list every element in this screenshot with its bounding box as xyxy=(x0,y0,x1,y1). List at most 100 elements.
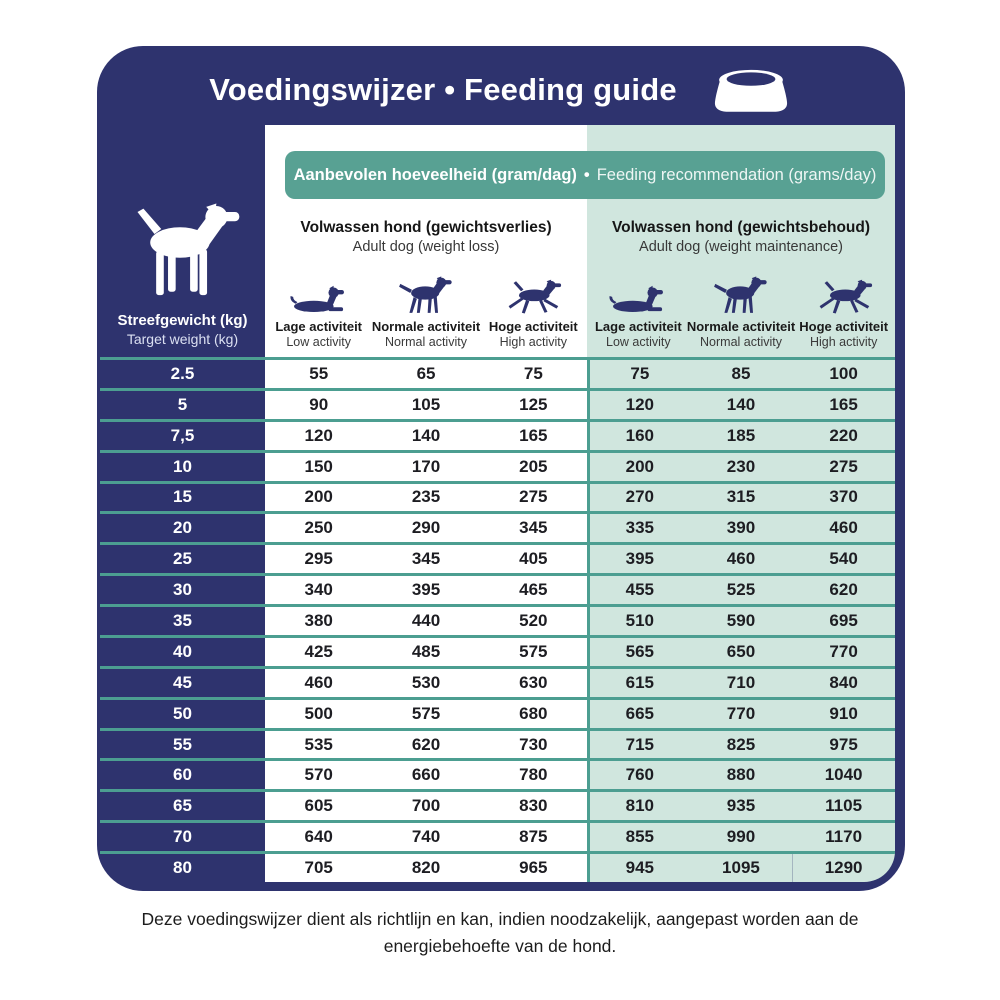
weight-cell: 40 xyxy=(100,634,265,666)
recommendation-banner: Aanbevolen hoeveelheid (gram/dag) • Feed… xyxy=(285,151,885,199)
value-cell-weight-maintenance: 945 xyxy=(586,851,690,882)
value-cell-weight-loss: 345 xyxy=(479,511,587,543)
weight-cell: 7,5 xyxy=(100,418,265,450)
value-cell-weight-maintenance: 510 xyxy=(586,604,690,635)
value-cell-weight-loss: 620 xyxy=(372,727,480,759)
value-cell-weight-loss: 575 xyxy=(372,696,480,728)
value-cell-weight-loss: 140 xyxy=(372,418,480,450)
column-label: Hoge activiteit xyxy=(799,319,889,335)
weight-cell: 80 xyxy=(100,851,265,882)
value-cell-weight-maintenance: 1105 xyxy=(792,789,895,821)
value-cell-weight-maintenance: 460 xyxy=(792,511,895,543)
value-cell-weight-maintenance: 275 xyxy=(792,449,895,481)
value-cell-weight-loss: 500 xyxy=(265,696,373,728)
value-cell-weight-maintenance: 810 xyxy=(586,789,690,821)
weight-header-sublabel: Target weight (kg) xyxy=(126,330,239,347)
value-cell-weight-maintenance: 770 xyxy=(689,696,793,728)
value-cell-weight-loss: 520 xyxy=(479,604,587,635)
value-cell-weight-maintenance: 315 xyxy=(689,480,793,512)
value-cell-weight-maintenance: 370 xyxy=(792,480,895,512)
value-cell-weight-maintenance: 825 xyxy=(689,727,793,759)
value-cell-weight-maintenance: 270 xyxy=(586,480,690,512)
value-cell-weight-loss: 295 xyxy=(265,542,373,574)
value-cell-weight-loss: 680 xyxy=(479,696,587,728)
value-cell-weight-maintenance: 455 xyxy=(586,573,690,605)
value-cell-weight-loss: 425 xyxy=(265,634,373,666)
value-cell-weight-loss: 125 xyxy=(479,387,587,419)
value-cell-weight-maintenance: 855 xyxy=(586,820,690,852)
value-cell-weight-loss: 380 xyxy=(265,604,373,635)
column-header-low-activity: Lage activiteit Low activity xyxy=(587,258,690,357)
group-header-weight-loss: Volwassen hond (gewichtsverlies) Adult d… xyxy=(265,219,587,256)
value-cell-weight-loss: 120 xyxy=(265,418,373,450)
column-label: Lage activiteit xyxy=(275,319,363,335)
value-cell-weight-loss: 780 xyxy=(479,758,587,790)
value-cell-weight-maintenance: 880 xyxy=(689,758,793,790)
column-sublabel: Normal activity xyxy=(700,335,782,350)
value-cell-weight-maintenance: 710 xyxy=(689,665,793,697)
footer-text: Deze voedingswijzer dient als richtlijn … xyxy=(141,909,859,957)
weight-cell: 35 xyxy=(100,604,265,635)
weight-cell: 5 xyxy=(100,387,265,419)
value-cell-weight-loss: 660 xyxy=(372,758,480,790)
column-sublabel: High activity xyxy=(499,335,568,350)
dog-bowl-icon xyxy=(709,64,793,116)
value-cell-weight-maintenance: 85 xyxy=(689,357,793,388)
weight-cell: 10 xyxy=(100,449,265,481)
value-cell-weight-maintenance: 165 xyxy=(792,387,895,419)
weight-cell: 70 xyxy=(100,820,265,851)
dog-running-icon xyxy=(502,279,564,315)
value-cell-weight-maintenance: 770 xyxy=(792,634,895,666)
group-title: Volwassen hond (gewichtsverlies) xyxy=(300,219,552,236)
value-cell-weight-maintenance: 620 xyxy=(792,573,895,605)
value-cell-weight-loss: 440 xyxy=(372,604,480,635)
value-cell-weight-maintenance: 695 xyxy=(792,604,895,635)
value-cell-weight-loss: 200 xyxy=(265,480,373,512)
value-cell-weight-loss: 820 xyxy=(372,851,480,882)
value-cell-weight-loss: 535 xyxy=(265,727,373,759)
value-cell-weight-loss: 165 xyxy=(479,418,587,450)
value-cell-weight-loss: 235 xyxy=(372,480,480,512)
value-cell-weight-maintenance: 120 xyxy=(586,387,690,419)
value-cell-weight-maintenance: 395 xyxy=(586,542,690,574)
value-cell-weight-loss: 345 xyxy=(372,542,480,574)
column-header-normal-activity: Normale activiteit Normal activity xyxy=(372,258,480,357)
column-label: Hoge activiteit xyxy=(488,319,578,335)
value-cell-weight-maintenance: 935 xyxy=(689,789,793,821)
footer-note: Deze voedingswijzer dient als richtlijn … xyxy=(0,906,1000,960)
weight-cell: 45 xyxy=(100,665,265,697)
value-cell-weight-loss: 630 xyxy=(479,665,587,697)
feeding-table-grid: 2.5 55 65 75 75 85 100 5 90 105 125 120 140 165 7,5 120… xyxy=(100,357,895,882)
value-cell-weight-maintenance: 525 xyxy=(689,573,793,605)
group-subtitle: Adult dog (weight maintenance) xyxy=(639,238,843,255)
value-cell-weight-maintenance: 75 xyxy=(586,357,690,388)
banner-separator: • xyxy=(583,165,590,184)
value-cell-weight-maintenance: 540 xyxy=(792,542,895,574)
value-cell-weight-loss: 740 xyxy=(372,820,480,852)
value-cell-weight-maintenance: 100 xyxy=(792,357,895,388)
value-cell-weight-maintenance: 650 xyxy=(689,634,793,666)
value-cell-weight-loss: 290 xyxy=(372,511,480,543)
value-cell-weight-loss: 965 xyxy=(479,851,587,882)
weight-cell: 25 xyxy=(100,542,265,573)
value-cell-weight-loss: 875 xyxy=(479,820,587,852)
value-cell-weight-maintenance: 335 xyxy=(586,511,690,543)
dog-walking-icon xyxy=(397,276,455,315)
value-cell-weight-loss: 830 xyxy=(479,789,587,821)
value-cell-weight-maintenance: 230 xyxy=(689,449,793,481)
weight-header-label: Streefgewicht (kg) xyxy=(117,312,248,329)
value-cell-weight-maintenance: 590 xyxy=(689,604,793,635)
value-cell-weight-loss: 570 xyxy=(265,758,373,790)
column-header-high-activity: Hoge activiteit High activity xyxy=(480,258,587,357)
value-cell-weight-loss: 150 xyxy=(265,449,373,481)
value-cell-weight-loss: 170 xyxy=(372,449,480,481)
value-cell-weight-maintenance: 565 xyxy=(586,634,690,666)
value-cell-weight-loss: 730 xyxy=(479,727,587,759)
value-cell-weight-maintenance: 1290 xyxy=(792,851,895,882)
value-cell-weight-loss: 205 xyxy=(479,449,587,481)
value-cell-weight-loss: 575 xyxy=(479,634,587,666)
column-header-high-activity: Hoge activiteit High activity xyxy=(792,258,895,357)
value-cell-weight-loss: 340 xyxy=(265,573,373,605)
column-sublabel: Normal activity xyxy=(385,335,467,350)
weight-cell: 2.5 xyxy=(100,357,265,388)
